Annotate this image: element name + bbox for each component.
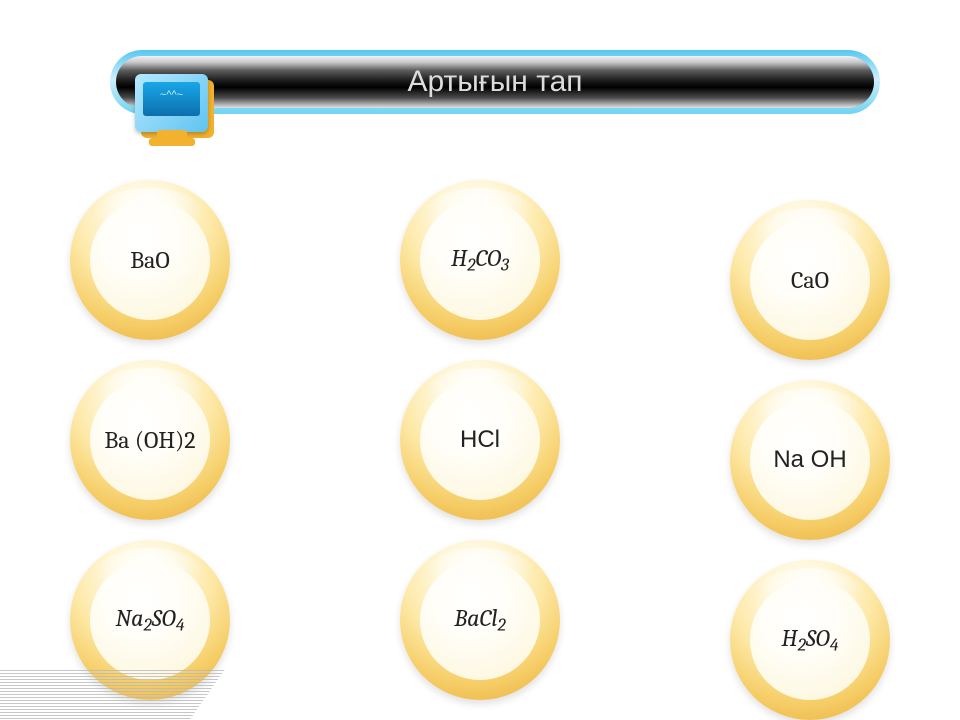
formula-h2so4: H2SO4	[781, 624, 838, 656]
corner-hatch-decoration	[0, 670, 225, 720]
sphere-inner: BaO	[90, 200, 210, 320]
title-bar-outer: Артығын тап	[110, 50, 880, 114]
sphere-inner: H2CO3	[420, 200, 540, 320]
sphere-bao[interactable]: BaO	[70, 180, 230, 340]
sphere-column: H2CO3 HCl BaCl2	[400, 180, 560, 720]
title-bar: Артығын тап ~^^~	[80, 50, 880, 114]
formula-hcl: HCl	[460, 426, 500, 454]
sphere-inner: HCl	[420, 380, 540, 500]
sphere-column: CaO Na OH H2SO4	[730, 200, 890, 720]
sphere-cao[interactable]: CaO	[730, 200, 890, 360]
sphere-inner: CaO	[750, 220, 870, 340]
sphere-baoh2[interactable]: Ba (OH)2	[70, 360, 230, 520]
sphere-h2co3[interactable]: H2CO3	[400, 180, 560, 340]
monitor-icon: ~^^~	[135, 74, 220, 159]
sphere-inner: H2SO4	[750, 580, 870, 700]
formula-bao: BaO	[130, 246, 170, 274]
sphere-bacl2[interactable]: BaCl2	[400, 540, 560, 700]
sphere-inner: Na2SO4	[90, 560, 210, 680]
sphere-inner: BaCl2	[420, 560, 540, 680]
formula-na2so4: Na2SO4	[115, 604, 184, 636]
sphere-naoh[interactable]: Na OH	[730, 380, 890, 540]
sphere-inner: Ba (OH)2	[90, 380, 210, 500]
title-bar-inner: Артығын тап	[116, 56, 874, 108]
sphere-column: BaO Ba (OH)2 Na2SO4	[70, 180, 230, 720]
formula-bacl2: BaCl2	[454, 604, 506, 636]
formula-h2co3: H2CO3	[451, 244, 509, 276]
page-title: Артығын тап	[407, 65, 582, 99]
formula-cao: CaO	[791, 266, 829, 294]
formula-naoh: Na OH	[773, 446, 846, 474]
monitor-face: ~^^~	[143, 82, 200, 116]
sphere-grid: BaO Ba (OH)2 Na2SO4 H2CO3 HCl BaCl2 CaO Na OH H2…	[70, 180, 890, 720]
sphere-h2so4[interactable]: H2SO4	[730, 560, 890, 720]
sphere-inner: Na OH	[750, 400, 870, 520]
sphere-hcl[interactable]: HCl	[400, 360, 560, 520]
formula-baoh2: Ba (OH)2	[104, 426, 195, 454]
